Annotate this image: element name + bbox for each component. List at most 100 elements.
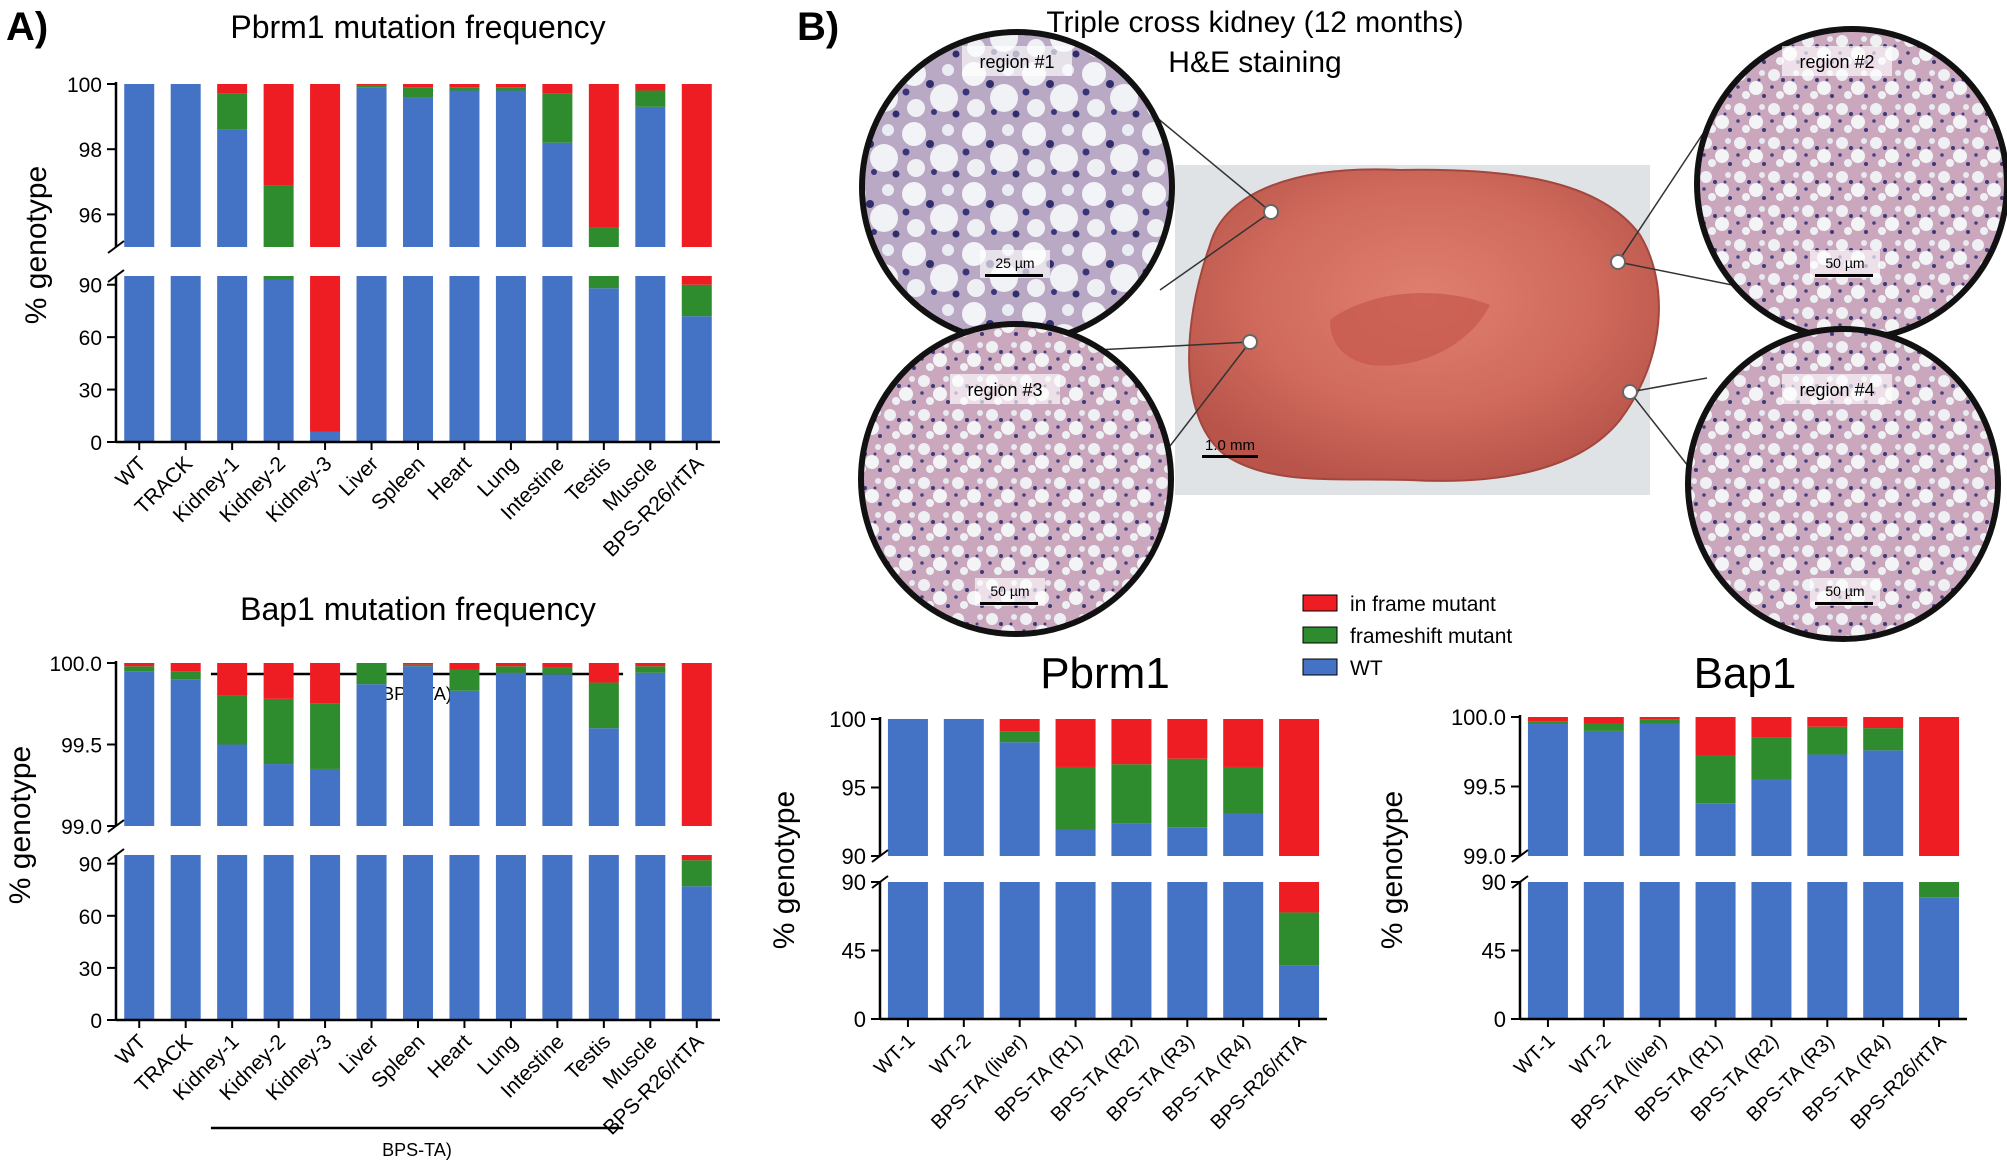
photo-scale-label: 1.0 mm	[1205, 437, 1255, 454]
bar-segment-upper-wt	[887, 719, 928, 856]
bar-segment-lower-frameshift-mutant	[1279, 912, 1320, 966]
bar-segment-lower-wt	[217, 276, 248, 442]
bar-segment-upper-wt	[495, 90, 526, 248]
bar-segment-lower-wt	[403, 276, 433, 442]
bar-segment-upper-frameshift-mutant	[449, 669, 480, 691]
bar-segment-lower-wt	[635, 855, 666, 1020]
bar-segment-upper-frameshift-mutant	[635, 90, 666, 107]
chart-title: Bap1 mutation frequency	[240, 591, 596, 627]
inset-scale-label: 50 µm	[1825, 255, 1864, 271]
bar-segment-upper-in-frame-mutant	[635, 663, 666, 667]
bar-segment-upper-wt	[310, 768, 341, 826]
bar-segment-upper-in-frame-mutant	[1279, 719, 1320, 856]
y-tick-label-lower: 60	[79, 906, 102, 929]
x-tick-label: Heart	[423, 1030, 476, 1083]
bar-segment-lower-wt	[310, 855, 341, 1020]
bar-segment-upper-wt	[1863, 750, 1904, 856]
y-axis-label: % genotype	[1376, 791, 1409, 949]
bar-segment-lower-frameshift-mutant	[681, 860, 712, 887]
legend: in frame mutant frameshift mutant WT	[1302, 593, 1512, 680]
bar-segment-upper-in-frame-mutant	[495, 663, 526, 667]
bar-segment-upper-wt	[542, 674, 573, 826]
axis-break-mark	[107, 848, 125, 862]
bar-segment-upper-in-frame-mutant	[403, 663, 433, 665]
bar-segment-upper-wt	[449, 90, 480, 248]
bar-segment-upper-wt	[1751, 779, 1792, 856]
y-tick-label-upper: 100	[829, 707, 866, 732]
y-tick-label-lower: 45	[1482, 939, 1506, 964]
bar-segment-upper-in-frame-mutant	[588, 84, 619, 228]
bar-segment-upper-in-frame-mutant	[635, 84, 666, 91]
inset-label: region #1	[979, 52, 1054, 72]
bar-segment-upper-in-frame-mutant	[1111, 719, 1152, 765]
y-axis-label: % genotype	[768, 791, 801, 949]
bar-segment-upper-in-frame-mutant	[170, 663, 201, 672]
legend-label-wt: WT	[1350, 657, 1383, 680]
bar-segment-upper-frameshift-mutant	[495, 666, 526, 673]
bar-segment-upper-wt	[1583, 730, 1624, 856]
y-tick-label-upper: 99.0	[1463, 844, 1506, 869]
y-tick-label-lower: 0	[90, 432, 102, 455]
photo-title-line-1: Triple cross kidney (12 months)	[1046, 6, 1463, 39]
y-tick-label-upper: 95	[842, 776, 866, 801]
axis-break-mark	[107, 269, 125, 283]
y-tick-label-upper: 99.5	[1463, 775, 1506, 800]
inset-scale-label: 50 µm	[1825, 583, 1864, 599]
x-tick-label: BPS-R26/rtTA	[1846, 1030, 1951, 1135]
bar-segment-lower-wt	[1863, 882, 1904, 1019]
bar-segment-lower-in-frame-mutant	[310, 276, 341, 432]
bar-segment-upper-in-frame-mutant	[1639, 717, 1680, 720]
bar-segment-upper-frameshift-mutant	[1527, 721, 1568, 724]
chart-pbrm1-tissues: Pbrm1 mutation frequency % genotype 100 98 9…	[20, 9, 720, 704]
bar-segment-upper-frameshift-mutant	[170, 671, 201, 680]
bar-segment-upper-wt	[635, 106, 666, 247]
bar-segment-lower-wt	[1055, 882, 1096, 1019]
y-tick-label-lower: 90	[79, 275, 102, 298]
bar-segment-lower-wt	[449, 276, 480, 442]
y-tick-label-lower: 45	[842, 939, 866, 964]
inset-label: region #3	[967, 380, 1042, 400]
bar-segment-upper-frameshift-mutant	[449, 87, 480, 91]
bar-segment-upper-frameshift-mutant	[263, 698, 294, 765]
x-tick-label: Spleen	[367, 452, 430, 515]
bar-segment-lower-wt	[1751, 882, 1792, 1019]
bar-segment-lower-wt	[588, 855, 619, 1020]
chart-bap1-regions: Bap1 % genotype 100.0 99.5 99.090 45 0WT-1 WT-2…	[1376, 649, 1967, 1134]
bar-segment-upper-in-frame-mutant	[588, 663, 619, 683]
bar-segment-upper-wt	[449, 690, 480, 826]
bar-segment-upper-frameshift-mutant	[1111, 764, 1152, 824]
bar-segment-upper-in-frame-mutant	[1167, 719, 1208, 759]
bar-segment-lower-wt	[681, 316, 712, 442]
bar-segment-upper-in-frame-mutant	[1751, 717, 1792, 738]
bar-segment-lower-wt	[217, 855, 248, 1020]
bar-segment-upper-frameshift-mutant	[217, 695, 248, 745]
bar-segment-upper-frameshift-mutant	[1055, 766, 1096, 830]
x-tick-label: BPS-R26/rtTA	[1206, 1030, 1311, 1135]
bar-segment-upper-wt	[403, 97, 433, 247]
bar-segment-upper-frameshift-mutant	[1223, 766, 1264, 814]
bar-segment-upper-frameshift-mutant	[1639, 719, 1680, 724]
bar-segment-upper-in-frame-mutant	[310, 84, 341, 247]
bar-segment-upper-in-frame-mutant	[263, 663, 294, 699]
bar-segment-upper-wt	[635, 672, 666, 826]
bar-segment-upper-in-frame-mutant	[1807, 717, 1848, 727]
bar-segment-lower-wt	[999, 882, 1040, 1019]
bar-segment-upper-frameshift-mutant	[263, 185, 294, 247]
bar-segment-upper-in-frame-mutant	[217, 663, 248, 696]
bar-segment-upper-in-frame-mutant	[449, 84, 480, 88]
y-tick-label-upper: 100.0	[1451, 705, 1506, 730]
y-tick-label-upper: 90	[842, 844, 866, 869]
photo-title-line-2: H&E staining	[1168, 46, 1341, 79]
bar-segment-lower-wt	[1223, 882, 1264, 1019]
bar-segment-lower-wt	[542, 855, 573, 1020]
y-tick-label-lower: 0	[90, 1010, 102, 1033]
inset-region-3: region #3 50 µm	[858, 321, 1174, 637]
bar-segment-upper-wt	[170, 679, 201, 826]
bar-segment-upper-wt	[1527, 723, 1568, 856]
bar-segment-upper-in-frame-mutant	[1223, 719, 1264, 767]
photo-scale-bar	[1202, 455, 1258, 458]
bar-segment-upper-wt	[1111, 823, 1152, 856]
bar-segment-lower-wt	[495, 855, 526, 1020]
bar-segment-upper-frameshift-mutant	[495, 87, 526, 91]
y-tick-label-lower: 30	[79, 958, 102, 981]
